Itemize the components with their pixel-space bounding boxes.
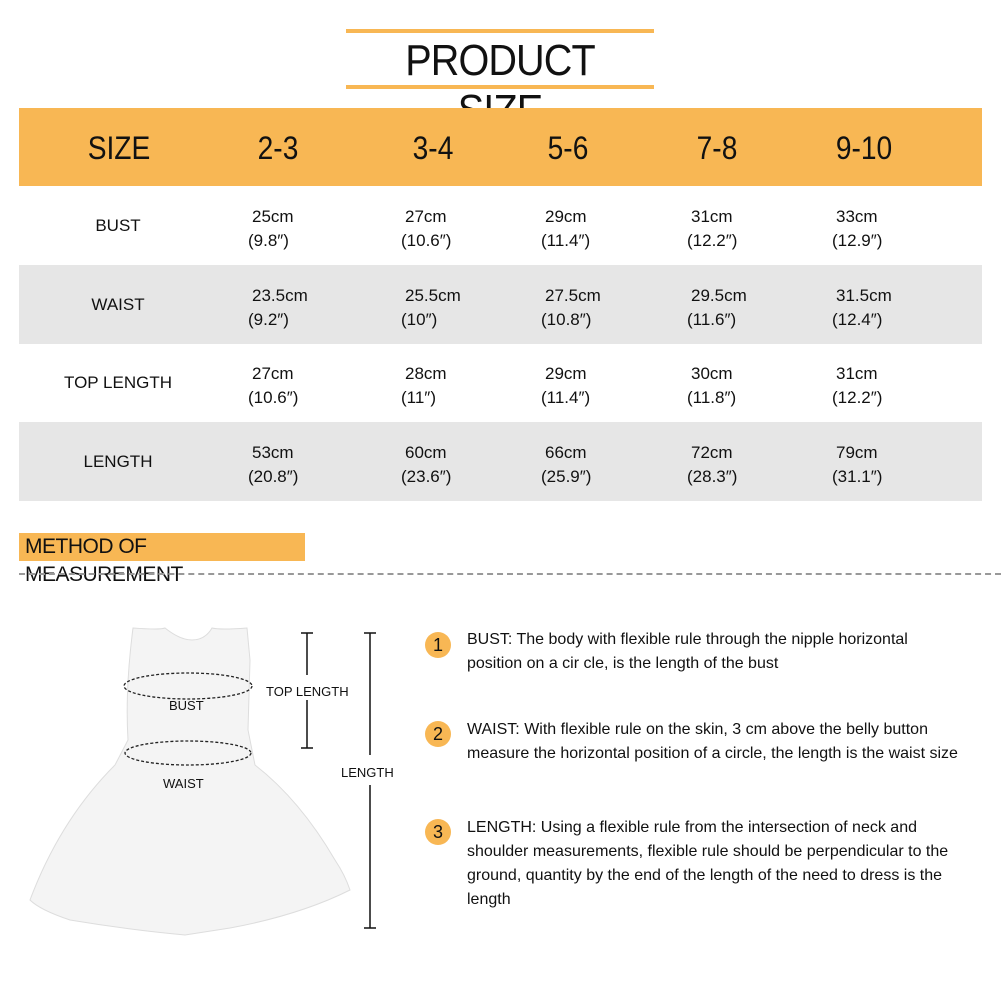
table-cell: 66cm (25.9″) bbox=[541, 441, 591, 489]
bust-label: BUST bbox=[169, 698, 204, 713]
table-row: LENGTH 53cm (20.8″) 60cm (23.6″) 66cm (25.9″) 7… bbox=[19, 422, 982, 501]
size-table-header: SIZE 2-3 3-4 5-6 7-8 9-10 bbox=[19, 108, 982, 186]
inch-value: (11.6″) bbox=[687, 310, 737, 329]
cm-value: 31cm bbox=[836, 364, 878, 383]
inch-value: (23.6″) bbox=[401, 467, 452, 486]
inch-value: (11.8″) bbox=[687, 388, 737, 407]
cm-value: 33cm bbox=[836, 207, 878, 226]
row-label: WAIST bbox=[91, 295, 145, 314]
inch-value: (9.2″) bbox=[248, 310, 289, 329]
cm-value: 53cm bbox=[252, 443, 294, 462]
title-bar-top bbox=[346, 29, 654, 33]
table-cell: 29.5cm (11.6″) bbox=[687, 284, 747, 332]
inch-value: (11″) bbox=[401, 388, 436, 407]
length-arrow bbox=[364, 632, 376, 929]
dress-diagram bbox=[29, 627, 376, 936]
inch-value: (11.4″) bbox=[541, 231, 591, 250]
dashed-divider bbox=[19, 573, 1001, 575]
cm-value: 27cm bbox=[252, 364, 294, 383]
inch-value: (12.9″) bbox=[832, 231, 883, 250]
inch-value: (28.3″) bbox=[687, 467, 738, 486]
row-label: LENGTH bbox=[83, 452, 153, 471]
table-cell: 31cm (12.2″) bbox=[687, 205, 737, 253]
table-row: TOP LENGTH 27cm (10.6″) 28cm (11″) 29cm (11.4″… bbox=[19, 343, 982, 422]
method-title: METHOD OF MEASUREMENT bbox=[19, 533, 305, 586]
cm-value: 66cm bbox=[545, 443, 587, 462]
table-cell: 60cm (23.6″) bbox=[401, 441, 451, 489]
step-3-badge: 3 bbox=[425, 819, 451, 845]
inch-value: (31.1″) bbox=[832, 467, 883, 486]
bust-ellipse bbox=[123, 672, 253, 700]
table-cell: 25.5cm (10″) bbox=[401, 284, 461, 332]
inch-value: (10″) bbox=[401, 310, 438, 329]
table-cell: 33cm (12.9″) bbox=[832, 205, 882, 253]
table-cell: 31.5cm (12.4″) bbox=[832, 284, 892, 332]
inch-value: (12.2″) bbox=[687, 231, 738, 250]
title-bar-bottom bbox=[346, 85, 654, 89]
size-header-9-10: 9-10 bbox=[835, 130, 893, 166]
cm-value: 29cm bbox=[545, 207, 587, 226]
inch-value: (25.9″) bbox=[541, 467, 592, 486]
size-header-3-4: 3-4 bbox=[412, 130, 454, 166]
top-length-label: TOP LENGTH bbox=[266, 684, 349, 699]
inch-value: (20.8″) bbox=[248, 467, 299, 486]
step-1-badge: 1 bbox=[425, 632, 451, 658]
cm-value: 79cm bbox=[836, 443, 878, 462]
inch-value: (10.6″) bbox=[401, 231, 452, 250]
inch-value: (11.4″) bbox=[541, 388, 591, 407]
cm-value: 60cm bbox=[405, 443, 447, 462]
cm-value: 72cm bbox=[691, 443, 733, 462]
cm-value: 31.5cm bbox=[836, 286, 892, 305]
instruction-bust: BUST: The body with flexible rule throug… bbox=[467, 631, 908, 672]
cm-value: 25.5cm bbox=[405, 286, 461, 305]
cm-value: 27.5cm bbox=[545, 286, 601, 305]
table-cell: 27cm (10.6″) bbox=[401, 205, 451, 253]
inch-value: (10.8″) bbox=[541, 310, 592, 329]
dress-shape bbox=[29, 627, 351, 936]
instruction-waist: WAIST: With flexible rule on the skin, 3… bbox=[467, 721, 958, 762]
instruction-length: LENGTH: Using a flexible rule from the i… bbox=[467, 819, 949, 908]
size-header-2-3: 2-3 bbox=[257, 130, 299, 166]
waist-ellipse bbox=[124, 740, 252, 766]
cm-value: 29cm bbox=[545, 364, 587, 383]
cm-value: 31cm bbox=[691, 207, 733, 226]
table-cell: 29cm (11.4″) bbox=[541, 362, 590, 410]
inch-value: (12.2″) bbox=[832, 388, 883, 407]
length-label: LENGTH bbox=[341, 765, 394, 780]
cm-value: 25cm bbox=[252, 207, 294, 226]
table-cell: 31cm (12.2″) bbox=[832, 362, 882, 410]
cm-value: 29.5cm bbox=[691, 286, 747, 305]
table-cell: 25cm (9.8″) bbox=[248, 205, 294, 253]
cm-value: 23.5cm bbox=[252, 286, 308, 305]
cm-value: 30cm bbox=[691, 364, 733, 383]
size-header-5-6: 5-6 bbox=[547, 130, 589, 166]
cm-value: 28cm bbox=[405, 364, 447, 383]
size-header-7-8: 7-8 bbox=[696, 130, 738, 166]
row-label: BUST bbox=[95, 216, 141, 235]
table-row: BUST 25cm (9.8″) 27cm (10.6″) 29cm (11.4″) 31cm… bbox=[19, 186, 982, 265]
table-cell: 23.5cm (9.2″) bbox=[248, 284, 308, 332]
cm-value: 27cm bbox=[405, 207, 447, 226]
table-row: WAIST 23.5cm (9.2″) 25.5cm (10″) 27.5cm (10.8″… bbox=[19, 265, 982, 344]
table-cell: 27cm (10.6″) bbox=[248, 362, 298, 410]
row-label: TOP LENGTH bbox=[63, 373, 173, 392]
table-cell: 30cm (11.8″) bbox=[687, 362, 736, 410]
table-cell: 72cm (28.3″) bbox=[687, 441, 737, 489]
table-cell: 53cm (20.8″) bbox=[248, 441, 298, 489]
table-cell: 27.5cm (10.8″) bbox=[541, 284, 601, 332]
table-cell: 29cm (11.4″) bbox=[541, 205, 590, 253]
step-2-badge: 2 bbox=[425, 721, 451, 747]
inch-value: (12.4″) bbox=[832, 310, 883, 329]
table-cell: 79cm (31.1″) bbox=[832, 441, 882, 489]
size-column-label: SIZE bbox=[87, 130, 151, 166]
inch-value: (9.8″) bbox=[248, 231, 289, 250]
table-cell: 28cm (11″) bbox=[401, 362, 447, 410]
top-length-arrow bbox=[301, 632, 313, 749]
inch-value: (10.6″) bbox=[248, 388, 299, 407]
waist-label: WAIST bbox=[163, 776, 204, 791]
